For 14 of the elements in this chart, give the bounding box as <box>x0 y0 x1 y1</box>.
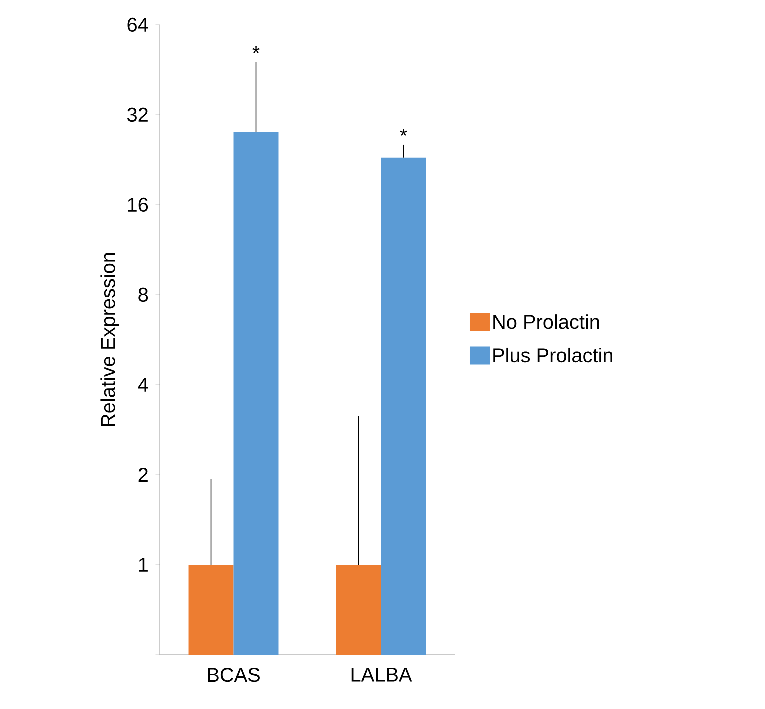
x-tick-label: BCAS <box>208 668 260 682</box>
y-tick-label: 32 <box>128 108 148 122</box>
legend-label: No Prolactin <box>494 314 600 330</box>
annotation: * <box>400 129 408 136</box>
y-tick-label: 4 <box>138 378 148 392</box>
y-tick-label: 2 <box>138 468 148 482</box>
y-tick-label: 8 <box>138 288 148 302</box>
x-tick-label: LALBA <box>352 668 412 682</box>
annotation: * <box>252 46 260 54</box>
legend-label: Plus Prolactin <box>494 348 612 363</box>
y-tick-label: 1 <box>139 558 148 572</box>
y-tick-label: 16 <box>128 198 148 212</box>
y-tick-label: 64 <box>128 18 148 32</box>
y-axis-title: Relative Expression <box>100 253 120 426</box>
